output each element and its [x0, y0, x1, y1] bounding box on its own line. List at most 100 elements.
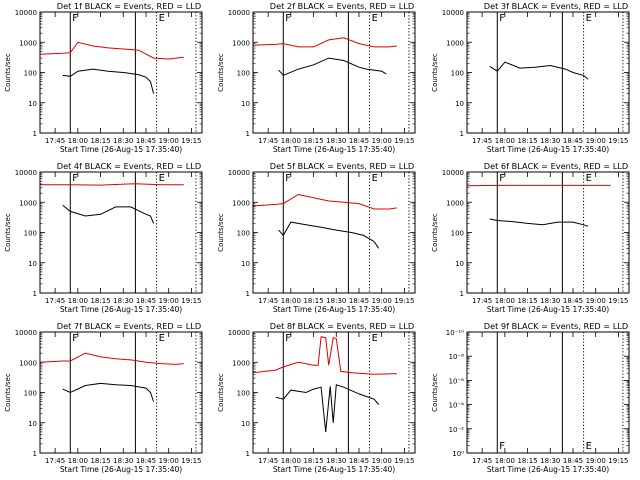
- panel-det-6: Det 6f BLACK = Events, RED = LLD 1 10 100 10…: [431, 161, 630, 314]
- x-tick-label: 18:15: [90, 457, 110, 465]
- x-tick-label: 18:15: [517, 137, 537, 145]
- y-tick-label: 100: [237, 70, 250, 78]
- x-tick-label: 18:00: [495, 137, 515, 145]
- panel-title: Det 3f BLACK = Events, RED = LLD: [484, 1, 628, 11]
- y-tick-label: 10: [28, 420, 37, 428]
- marker-label-e: E: [159, 333, 165, 344]
- x-tick-label: 19:00: [372, 457, 392, 465]
- x-tick-label: 17:45: [258, 137, 278, 145]
- y-axis-label: Counts/sec: [431, 53, 439, 92]
- y-tick-label: 1000: [19, 199, 37, 207]
- x-tick-label: 19:15: [394, 457, 414, 465]
- x-tick-label: 19:15: [608, 137, 628, 145]
- marker-label-e: E: [586, 173, 592, 184]
- y-tick-label: 10⁻⁶: [449, 377, 465, 385]
- y-axis-label: Counts/sec: [4, 213, 12, 252]
- marker-label-e: E: [372, 13, 378, 24]
- x-tick-label: 19:00: [372, 297, 392, 305]
- series-line-events: [275, 384, 380, 432]
- x-tick-label: 19:15: [608, 297, 628, 305]
- y-axis-label: Counts/sec: [431, 373, 439, 412]
- x-axis-label: Start Time (26-Aug-15 17:35:40): [487, 305, 609, 314]
- x-tick-label: 18:45: [349, 297, 369, 305]
- y-tick-label: 10000: [15, 169, 37, 177]
- y-tick-label: 1000: [446, 199, 464, 207]
- x-tick-label: 19:00: [159, 137, 179, 145]
- y-tick-label: 1000: [232, 39, 250, 47]
- x-tick-label: 18:15: [90, 137, 110, 145]
- panel-det-3: Det 3f BLACK = Events, RED = LLD 1 10 100 10…: [431, 1, 630, 154]
- x-axis-label: Start Time (26-Aug-15 17:35:40): [60, 305, 182, 314]
- x-tick-label: 18:15: [517, 457, 537, 465]
- series-line-events: [489, 61, 589, 80]
- x-tick-label: 18:00: [68, 297, 88, 305]
- plot-frame: [252, 171, 416, 294]
- marker-label-f: F: [499, 173, 505, 184]
- panel-title: Det 9f BLACK = Events, RED = LLD: [484, 321, 628, 331]
- series-line-events: [62, 68, 155, 94]
- x-axis-label: Start Time (26-Aug-15 17:35:40): [273, 145, 395, 154]
- y-tick-label: 100: [24, 230, 37, 238]
- x-tick-label: 17:45: [45, 297, 65, 305]
- y-tick-label: 10000: [228, 329, 250, 337]
- panel-title: Det 7f BLACK = Events, RED = LLD: [57, 321, 201, 331]
- panel-det-8: Det 8f BLACK = Events, RED = LLD 1 10 100 10…: [217, 321, 416, 474]
- x-tick-label: 18:15: [303, 297, 323, 305]
- y-tick-label: 10000: [442, 169, 464, 177]
- marker-label-e: E: [372, 333, 378, 344]
- x-tick-label: 19:00: [159, 297, 179, 305]
- y-axis-label: Counts/sec: [217, 373, 225, 412]
- y-tick-label: 10⁰: [452, 450, 464, 458]
- x-tick-label: 18:00: [281, 297, 301, 305]
- plot-frame: [39, 331, 203, 454]
- x-tick-label: 18:30: [540, 137, 560, 145]
- y-tick-label: 1: [460, 290, 464, 298]
- marker-label-e: E: [159, 13, 165, 24]
- x-tick-label: 18:00: [68, 137, 88, 145]
- series-line-events: [489, 218, 589, 227]
- x-tick-label: 18:00: [68, 457, 88, 465]
- x-tick-label: 18:30: [113, 297, 133, 305]
- y-tick-label: 1: [33, 290, 37, 298]
- x-tick-label: 19:15: [181, 457, 201, 465]
- y-axis-label: Counts/sec: [217, 213, 225, 252]
- series-line-events: [62, 382, 155, 402]
- y-tick-label: 1: [246, 450, 250, 458]
- y-tick-label: 1000: [232, 359, 250, 367]
- plot-frame: [466, 171, 630, 294]
- x-tick-label: 18:30: [326, 297, 346, 305]
- x-tick-label: 18:30: [540, 297, 560, 305]
- x-tick-label: 18:45: [349, 137, 369, 145]
- y-tick-label: 1: [33, 450, 37, 458]
- series-line-lld: [40, 183, 184, 186]
- y-tick-label: 100: [237, 230, 250, 238]
- panel-det-9: Det 9f BLACK = Events, RED = LLD 10⁰ 10⁻² 1…: [431, 321, 630, 474]
- x-tick-label: 18:30: [113, 137, 133, 145]
- marker-label-f: F: [72, 13, 78, 24]
- y-tick-label: 1: [246, 130, 250, 138]
- y-tick-label: 10000: [15, 9, 37, 17]
- x-tick-label: 19:00: [586, 137, 606, 145]
- y-tick-label: 10000: [15, 329, 37, 337]
- y-tick-label: 1000: [19, 359, 37, 367]
- x-tick-label: 18:30: [113, 457, 133, 465]
- y-tick-label: 1000: [19, 39, 37, 47]
- plot-frame: [252, 11, 416, 134]
- plot-frame: [252, 331, 416, 454]
- series-line-events: [62, 204, 155, 224]
- x-tick-label: 18:45: [136, 457, 156, 465]
- x-tick-label: 19:15: [608, 457, 628, 465]
- y-tick-label: 100: [237, 390, 250, 398]
- y-axis-label: Counts/sec: [431, 213, 439, 252]
- x-tick-label: 18:00: [281, 137, 301, 145]
- plot-frame: [466, 11, 630, 134]
- y-tick-label: 100: [24, 390, 37, 398]
- y-tick-label: 10: [241, 260, 250, 268]
- marker-label-f: F: [285, 13, 291, 24]
- y-tick-label: 10⁻⁸: [449, 353, 465, 361]
- x-tick-label: 17:45: [472, 297, 492, 305]
- marker-label-f: F: [72, 173, 78, 184]
- x-tick-label: 19:15: [181, 137, 201, 145]
- x-tick-label: 18:00: [281, 457, 301, 465]
